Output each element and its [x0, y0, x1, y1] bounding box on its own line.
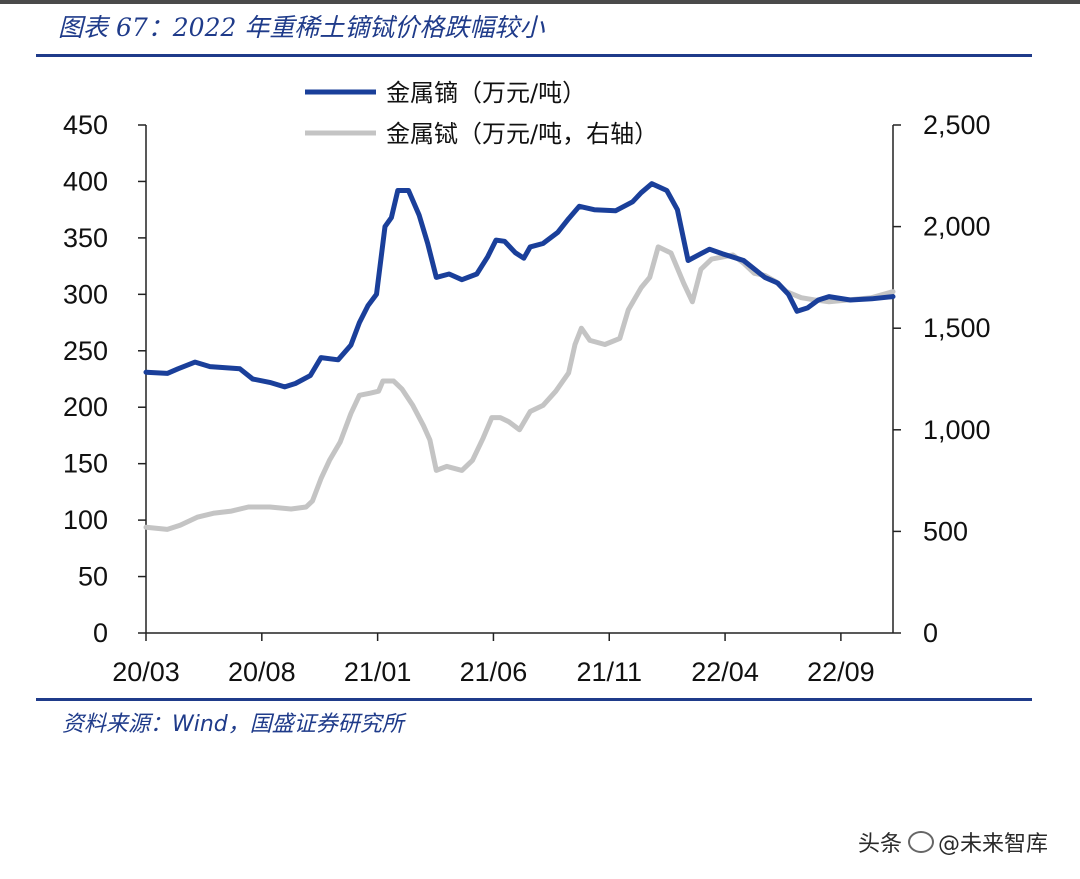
watermark-left-text: 头条 [858, 832, 903, 857]
left-y-tick-label: 400 [63, 166, 108, 196]
left-y-tick-label: 200 [63, 392, 108, 422]
right-y-tick-label: 0 [923, 618, 938, 648]
left-y-tick-label: 300 [63, 279, 108, 309]
right-y-tick-label: 2,000 [923, 212, 991, 242]
legend-entry-terbium-label: 金属铽（万元/吨，右轴） [386, 120, 658, 148]
x-tick-label: 22/09 [807, 657, 875, 687]
left-y-tick-label: 150 [63, 449, 108, 479]
x-tick-label: 21/06 [460, 657, 528, 687]
x-axis-ticks: 20/03 20/08 21/01 21/06 21/11 22/04 22/09 [112, 633, 875, 687]
left-y-tick-label: 50 [78, 562, 108, 592]
x-tick-label: 20/08 [228, 657, 296, 687]
chart-legend: 金属镝（万元/吨） 金属铽（万元/吨，右轴） [305, 79, 658, 148]
source-note: 资料来源：Wind，国盛证券研究所 [62, 712, 404, 737]
line-chart: 20/03 20/08 21/01 21/06 21/11 22/04 22/09 0 50 1… [63, 79, 991, 687]
right-y-tick-label: 1,000 [923, 415, 991, 445]
chart-axes [145, 125, 894, 634]
right-y-axis-ticks: 0 500 1,000 1,500 2,000 2,500 [893, 110, 991, 648]
x-tick-label: 22/04 [691, 657, 759, 687]
right-y-tick-label: 1,500 [923, 313, 991, 343]
legend-entry-dysprosium-label: 金属镝（万元/吨） [386, 79, 586, 107]
series-layer [143, 181, 896, 532]
x-tick-label: 20/03 [112, 657, 180, 687]
right-y-tick-label: 500 [923, 516, 968, 546]
left-y-tick-label: 350 [63, 223, 108, 253]
left-y-tick-label: 450 [63, 110, 108, 140]
left-y-tick-label: 250 [63, 336, 108, 366]
watermark: 头条 @未来智库 [858, 826, 1048, 858]
figure-title: 图表 67：2022 年重稀土镝铽价格跌幅较小 [58, 13, 545, 42]
top-border-strip [0, 0, 1080, 4]
left-y-tick-label: 100 [63, 505, 108, 535]
x-tick-label: 21/01 [344, 657, 412, 687]
series-line-dysprosium [143, 181, 896, 390]
title-rule [36, 54, 1032, 57]
right-y-tick-label: 2,500 [923, 110, 991, 140]
left-y-tick-label: 0 [93, 618, 108, 648]
watermark-logo-icon [908, 831, 935, 853]
source-rule [36, 698, 1032, 701]
left-y-axis-ticks: 0 50 100 150 200 250 300 350 400 450 [63, 110, 146, 648]
watermark-right-text: @未来智库 [938, 832, 1049, 857]
x-tick-label: 21/11 [576, 657, 642, 687]
